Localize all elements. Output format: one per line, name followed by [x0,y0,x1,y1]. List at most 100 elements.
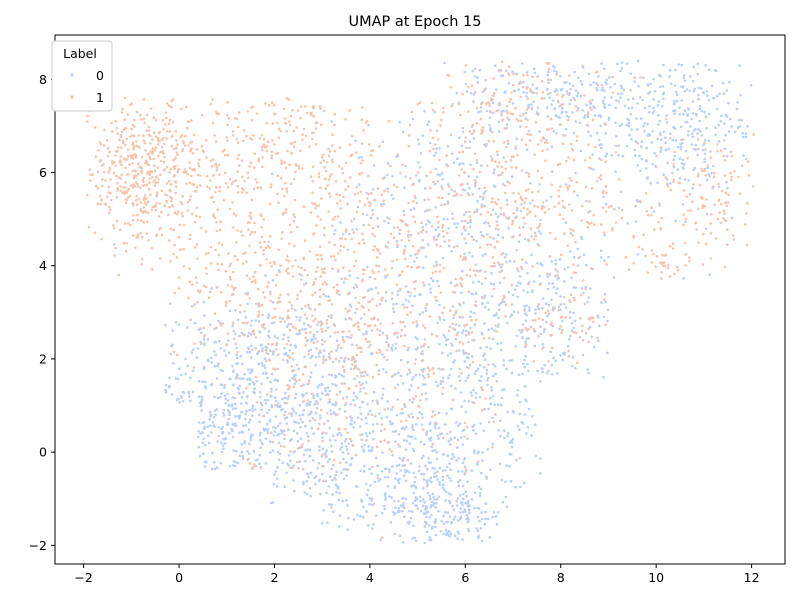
point-label-1 [260,324,264,327]
point-label-1 [387,119,391,123]
point-label-0 [533,330,537,333]
point-label-0 [329,412,333,416]
point-label-1 [212,214,215,218]
point-label-1 [158,202,162,205]
point-label-1 [407,415,411,419]
point-label-1 [489,213,493,217]
point-label-0 [360,155,363,159]
point-label-0 [353,311,357,315]
point-label-1 [339,244,343,248]
point-label-0 [378,412,381,415]
point-label-0 [335,470,339,474]
point-label-0 [326,521,329,525]
point-label-0 [668,182,672,185]
point-label-1 [250,230,254,234]
point-label-1 [652,253,655,256]
point-label-0 [285,351,288,355]
point-label-0 [665,178,669,181]
point-label-1 [188,166,192,170]
point-label-0 [418,178,421,182]
point-label-0 [191,390,195,394]
point-label-1 [599,223,603,226]
point-label-0 [449,468,453,471]
point-label-1 [344,188,347,191]
point-label-1 [428,315,432,318]
point-label-1 [202,284,206,288]
point-label-0 [341,336,345,339]
point-label-0 [450,457,454,461]
point-label-0 [203,460,207,464]
point-label-1 [484,102,488,106]
point-label-0 [221,444,225,447]
point-label-1 [542,205,546,208]
point-label-1 [497,198,500,201]
point-label-0 [233,396,237,400]
point-label-1 [217,112,220,116]
point-label-0 [248,371,252,375]
point-label-0 [395,464,399,468]
point-label-1 [123,143,127,147]
point-label-1 [169,260,172,263]
point-label-0 [581,64,584,68]
point-label-0 [682,76,686,79]
point-label-0 [314,337,317,341]
point-label-1 [492,420,496,424]
point-label-1 [712,185,715,189]
point-label-0 [366,265,369,269]
point-label-1 [309,211,313,214]
point-label-1 [537,112,540,116]
point-label-1 [719,203,723,206]
point-label-0 [186,326,189,329]
point-label-1 [723,265,727,269]
point-label-1 [283,320,287,323]
point-label-0 [372,164,376,167]
point-label-0 [659,75,663,78]
point-label-1 [418,405,421,408]
point-label-1 [385,334,389,337]
point-label-1 [355,186,359,189]
point-label-0 [652,106,655,110]
point-label-0 [689,75,692,78]
point-label-1 [262,322,266,326]
point-label-1 [159,226,162,230]
point-label-0 [602,195,605,199]
point-label-0 [676,168,680,171]
point-label-0 [365,381,368,384]
point-label-1 [177,287,181,291]
point-label-0 [234,415,237,418]
point-label-1 [537,335,540,338]
point-label-0 [408,388,411,392]
point-label-1 [232,287,236,290]
point-label-0 [473,449,476,453]
point-label-0 [573,255,576,259]
point-label-1 [466,340,470,344]
point-label-1 [473,401,476,405]
point-label-1 [468,130,472,133]
point-label-1 [645,209,649,213]
point-label-1 [566,185,569,189]
point-label-0 [397,432,401,436]
point-label-0 [304,282,308,285]
point-label-0 [435,238,438,241]
point-label-0 [371,399,375,403]
point-label-0 [262,429,266,432]
point-label-1 [688,259,691,263]
point-label-1 [686,156,689,160]
point-label-1 [125,137,128,141]
point-label-0 [421,374,425,378]
point-label-1 [115,174,118,178]
point-label-0 [343,382,347,385]
point-label-1 [723,174,727,177]
point-label-1 [348,437,352,441]
point-label-0 [494,515,498,518]
point-label-0 [429,476,433,480]
point-label-0 [574,286,578,289]
point-label-0 [427,120,431,123]
point-label-1 [484,277,487,280]
point-label-0 [428,221,431,224]
point-label-1 [255,401,259,404]
point-label-0 [473,506,476,510]
point-label-0 [206,425,209,429]
point-label-0 [568,316,572,320]
point-label-1 [516,153,519,157]
